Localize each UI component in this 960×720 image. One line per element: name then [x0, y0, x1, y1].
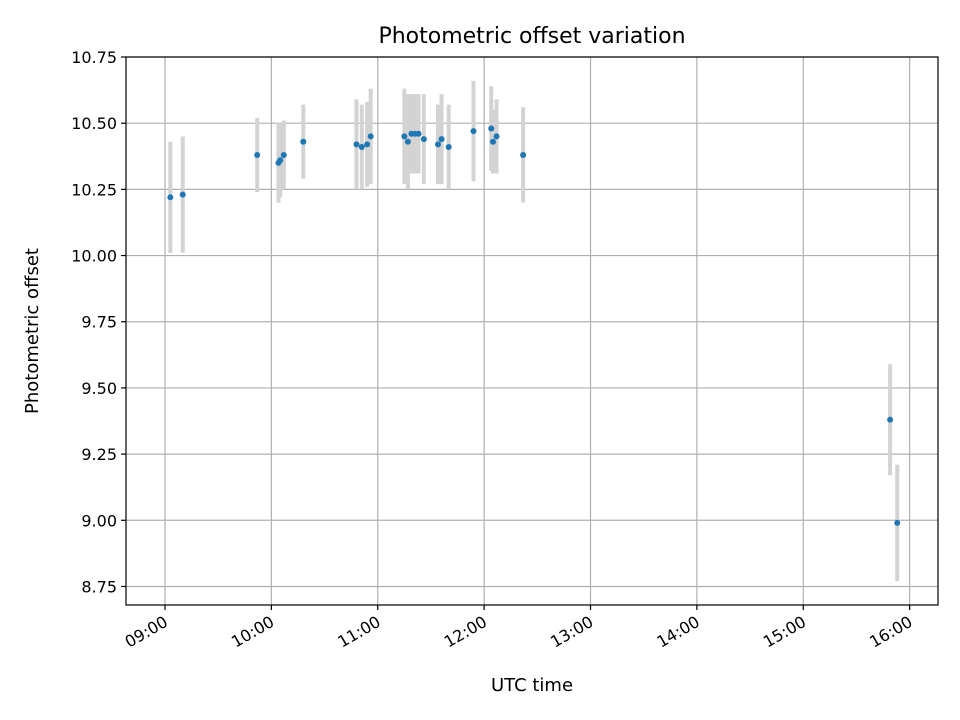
data-point — [420, 136, 427, 143]
plot-area — [126, 57, 938, 605]
data-point — [493, 133, 500, 140]
data-points — [167, 125, 901, 526]
data-point — [254, 151, 261, 158]
data-point — [445, 144, 452, 151]
grid — [126, 56, 938, 605]
data-point — [520, 151, 527, 158]
y-tick-label: 10.50 — [71, 114, 117, 133]
data-point — [167, 194, 174, 201]
data-point — [353, 141, 360, 148]
data-point — [280, 151, 287, 158]
data-point — [488, 125, 495, 132]
data-point — [300, 138, 307, 145]
data-point — [894, 519, 901, 526]
data-point — [489, 138, 496, 145]
data-point — [358, 144, 365, 151]
y-axis-label: Photometric offset — [22, 248, 43, 414]
chart-title: Photometric offset variation — [378, 24, 685, 49]
data-point — [277, 157, 284, 164]
data-point — [364, 141, 371, 148]
y-tick-label: 10.75 — [71, 48, 117, 67]
y-tick-label: 9.50 — [81, 379, 117, 398]
data-point — [367, 133, 374, 140]
data-point — [887, 416, 894, 423]
data-point — [435, 141, 442, 148]
y-tick-label: 9.00 — [81, 511, 117, 530]
data-point — [470, 128, 477, 135]
y-tick-label: 9.25 — [81, 445, 117, 464]
y-tick-label: 9.75 — [81, 313, 117, 332]
y-tick-label: 10.25 — [71, 180, 117, 199]
y-tick-label: 8.75 — [81, 577, 117, 596]
data-point — [401, 133, 408, 140]
data-point — [415, 130, 422, 137]
data-point — [438, 136, 445, 143]
data-point — [179, 191, 186, 198]
plot-frame — [125, 56, 939, 606]
data-point — [404, 138, 411, 145]
y-tick-label: 10.00 — [71, 247, 117, 266]
y-axis: 8.75 9.00 9.25 9.50 9.75 10.00 10.25 10.50 10.75 — [71, 48, 126, 596]
x-axis-label: UTC time — [491, 675, 573, 696]
